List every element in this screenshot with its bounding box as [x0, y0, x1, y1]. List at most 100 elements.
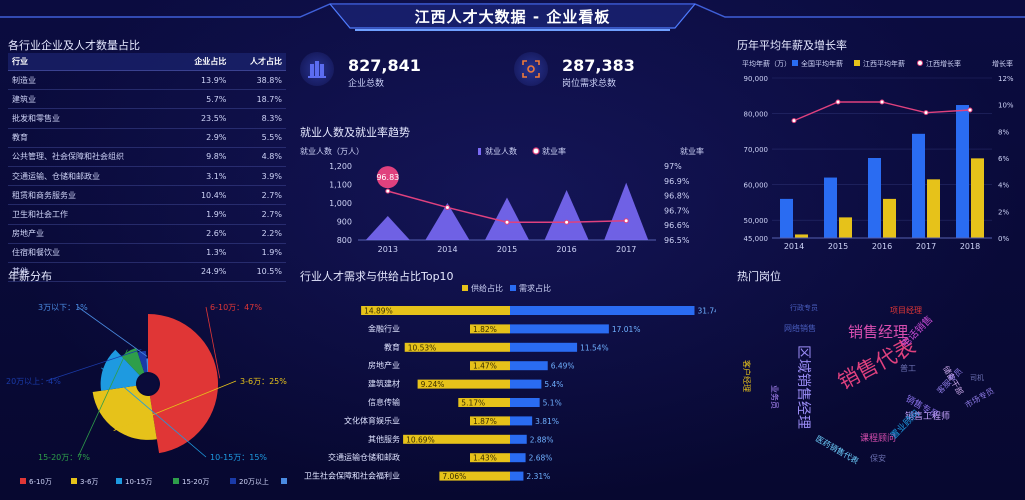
- table-cell: 交通运输、仓储和邮政业: [8, 166, 175, 187]
- growth-point: [835, 99, 841, 105]
- national-salary-bar: [868, 158, 881, 238]
- demand-bar: [510, 434, 527, 444]
- hot-job-word: 医药销售代表: [814, 434, 861, 466]
- hot-job-word: 市场专员: [963, 386, 996, 410]
- table-row: 租赁和商务服务业 10.4% 2.7%: [8, 185, 286, 206]
- slice-leader: [101, 367, 207, 458]
- y-tick-label: 45,000: [744, 235, 769, 243]
- legend-swatch: [230, 478, 236, 484]
- employment-chart-title: 就业人数及就业率趋势: [300, 126, 410, 139]
- national-salary-bar: [912, 133, 925, 238]
- header-decoration: [0, 3, 1025, 31]
- table-row: 其他 24.9% 10.5%: [8, 262, 286, 283]
- slice-leader: [113, 380, 237, 432]
- y-tick-label: 70,000: [744, 146, 769, 154]
- legend-label: 15-20万: [182, 478, 209, 486]
- x-tick-label: 2015: [497, 245, 517, 254]
- national-salary-bar: [824, 177, 837, 238]
- employment-bar: [604, 182, 649, 240]
- table-cell: 3.9%: [230, 166, 286, 187]
- x-tick-label: 2017: [916, 242, 936, 251]
- legend-label: 20万以上: [239, 477, 269, 486]
- supply-label: 7.06%: [442, 472, 466, 481]
- salary-slice: [148, 314, 218, 454]
- legend-label: 江西增长率: [926, 59, 961, 68]
- y2-axis-label: 就业率: [680, 146, 704, 156]
- national-salary-bar: [780, 198, 793, 238]
- table-cell: 房地产业: [8, 224, 175, 244]
- table-cell: 1.3%: [174, 243, 231, 263]
- table-cell: 24.9%: [174, 262, 231, 283]
- supply-bar: [403, 434, 510, 444]
- x-tick-label: 2017: [616, 245, 636, 254]
- legend-swatch: [116, 478, 122, 484]
- growth-point: [879, 99, 885, 105]
- supply-label: 9.24%: [421, 380, 445, 389]
- demand-label: 17.01%: [612, 325, 641, 334]
- y2-tick-label: 8%: [998, 128, 1009, 136]
- y2-tick-label: 10%: [998, 102, 1014, 110]
- supply-label: 5.17%: [461, 399, 485, 408]
- table-row: 房地产业 2.6% 2.2%: [8, 224, 286, 244]
- hot-job-word: 保安: [870, 454, 886, 463]
- rate-point: [444, 204, 450, 210]
- legend-swatch: [462, 285, 468, 291]
- supply-bar: [470, 453, 510, 463]
- supply-bar: [458, 398, 510, 407]
- rate-point: [385, 188, 391, 194]
- column-header: 人才占比: [230, 53, 286, 71]
- slice-leader: [205, 306, 221, 379]
- salary-chart: 平均年薪（万） 增长率 全国平均年薪 江西平均年薪 江西增长率 45,000 50,000 6…: [742, 59, 1014, 251]
- kpi-value: 827,841: [348, 56, 421, 75]
- demand-label: 6.49%: [551, 362, 575, 371]
- y2-tick-label: 97%: [664, 162, 682, 171]
- table-cell: 3.1%: [174, 166, 231, 187]
- legend-label: 就业人数: [485, 146, 517, 156]
- table-row: 住宿和餐饮业 1.3% 1.9%: [8, 243, 286, 263]
- supply-bar: [470, 324, 510, 334]
- category-label: 房地产业: [368, 360, 400, 370]
- growth-point: [967, 107, 973, 113]
- hot-job-word: 普工: [900, 364, 916, 373]
- salary-slice: [146, 358, 148, 373]
- rate-point: [504, 219, 510, 225]
- x-tick-label: 2014: [784, 242, 804, 251]
- table-row: 交通运输、仓储和邮政业 3.1% 3.9%: [8, 166, 286, 187]
- table-cell: 批发和零售业: [8, 108, 175, 129]
- hot-job-word: 客户经理: [742, 360, 751, 392]
- demand-bar: [510, 306, 695, 315]
- table-cell: 5.5%: [230, 128, 286, 148]
- pie-center: [138, 374, 158, 394]
- slice-leader: [77, 306, 148, 357]
- hot-job-word: 区域销售经理: [795, 345, 811, 429]
- supply-demand-title: 行业人才需求与供给占比Top10: [300, 270, 454, 283]
- salary-dist-chart: 6-10万：47% 3-6万：25% 10-15万：15% 15-20万：7% 20万以…: [6, 303, 287, 486]
- y-axis-label: 平均年薪（万）: [742, 59, 791, 68]
- y-tick-label: 90,000: [744, 75, 769, 83]
- demand-bar: [510, 379, 542, 389]
- jiangxi-salary-bar: [839, 217, 852, 238]
- y2-tick-label: 96.5%: [664, 236, 690, 245]
- demand-label: 2.68%: [529, 454, 553, 463]
- y-tick-label: 50,000: [744, 217, 769, 225]
- table-cell: 卫生和社会工作: [8, 204, 175, 225]
- jiangxi-salary-bar: [795, 234, 808, 238]
- table-cell: 9.8%: [174, 147, 231, 167]
- y-tick-label: 1,200: [329, 162, 352, 171]
- x-tick-label: 2014: [437, 245, 457, 254]
- supply-bar: [470, 416, 510, 426]
- industry-table: 行业 企业占比 人才占比 制造业 13.9% 38.8% 建筑业 5.7% 18.7% 批发…: [8, 53, 286, 283]
- supply-bar: [417, 379, 510, 389]
- y2-tick-label: 4%: [998, 182, 1009, 190]
- slice-leader: [45, 349, 142, 382]
- kpi-label: 岗位需求总数: [562, 79, 617, 89]
- legend-label: 3-6万: [80, 478, 98, 486]
- rate-point: [564, 219, 570, 225]
- table-cell: 38.8%: [230, 70, 286, 91]
- category-label: 信息传输: [368, 397, 400, 407]
- hot-jobs-title: 热门岗位: [737, 270, 781, 283]
- hot-job-word: 销售经理: [848, 323, 909, 341]
- legend-swatch: [854, 60, 860, 66]
- table-row: 公共管理、社会保障和社会组织 9.8% 4.8%: [8, 147, 286, 167]
- x-tick-label: 2015: [828, 242, 848, 251]
